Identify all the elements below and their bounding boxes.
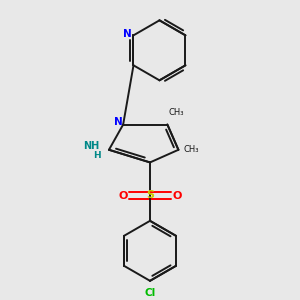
- Text: O: O: [172, 190, 182, 201]
- Text: Cl: Cl: [144, 288, 156, 298]
- Text: CH₃: CH₃: [183, 145, 199, 154]
- Text: H: H: [93, 151, 101, 160]
- Text: NH: NH: [83, 141, 100, 151]
- Text: N: N: [114, 117, 123, 127]
- Text: S: S: [146, 190, 154, 200]
- Text: O: O: [118, 190, 128, 201]
- Text: CH₃: CH₃: [169, 108, 184, 117]
- Text: N: N: [123, 29, 132, 39]
